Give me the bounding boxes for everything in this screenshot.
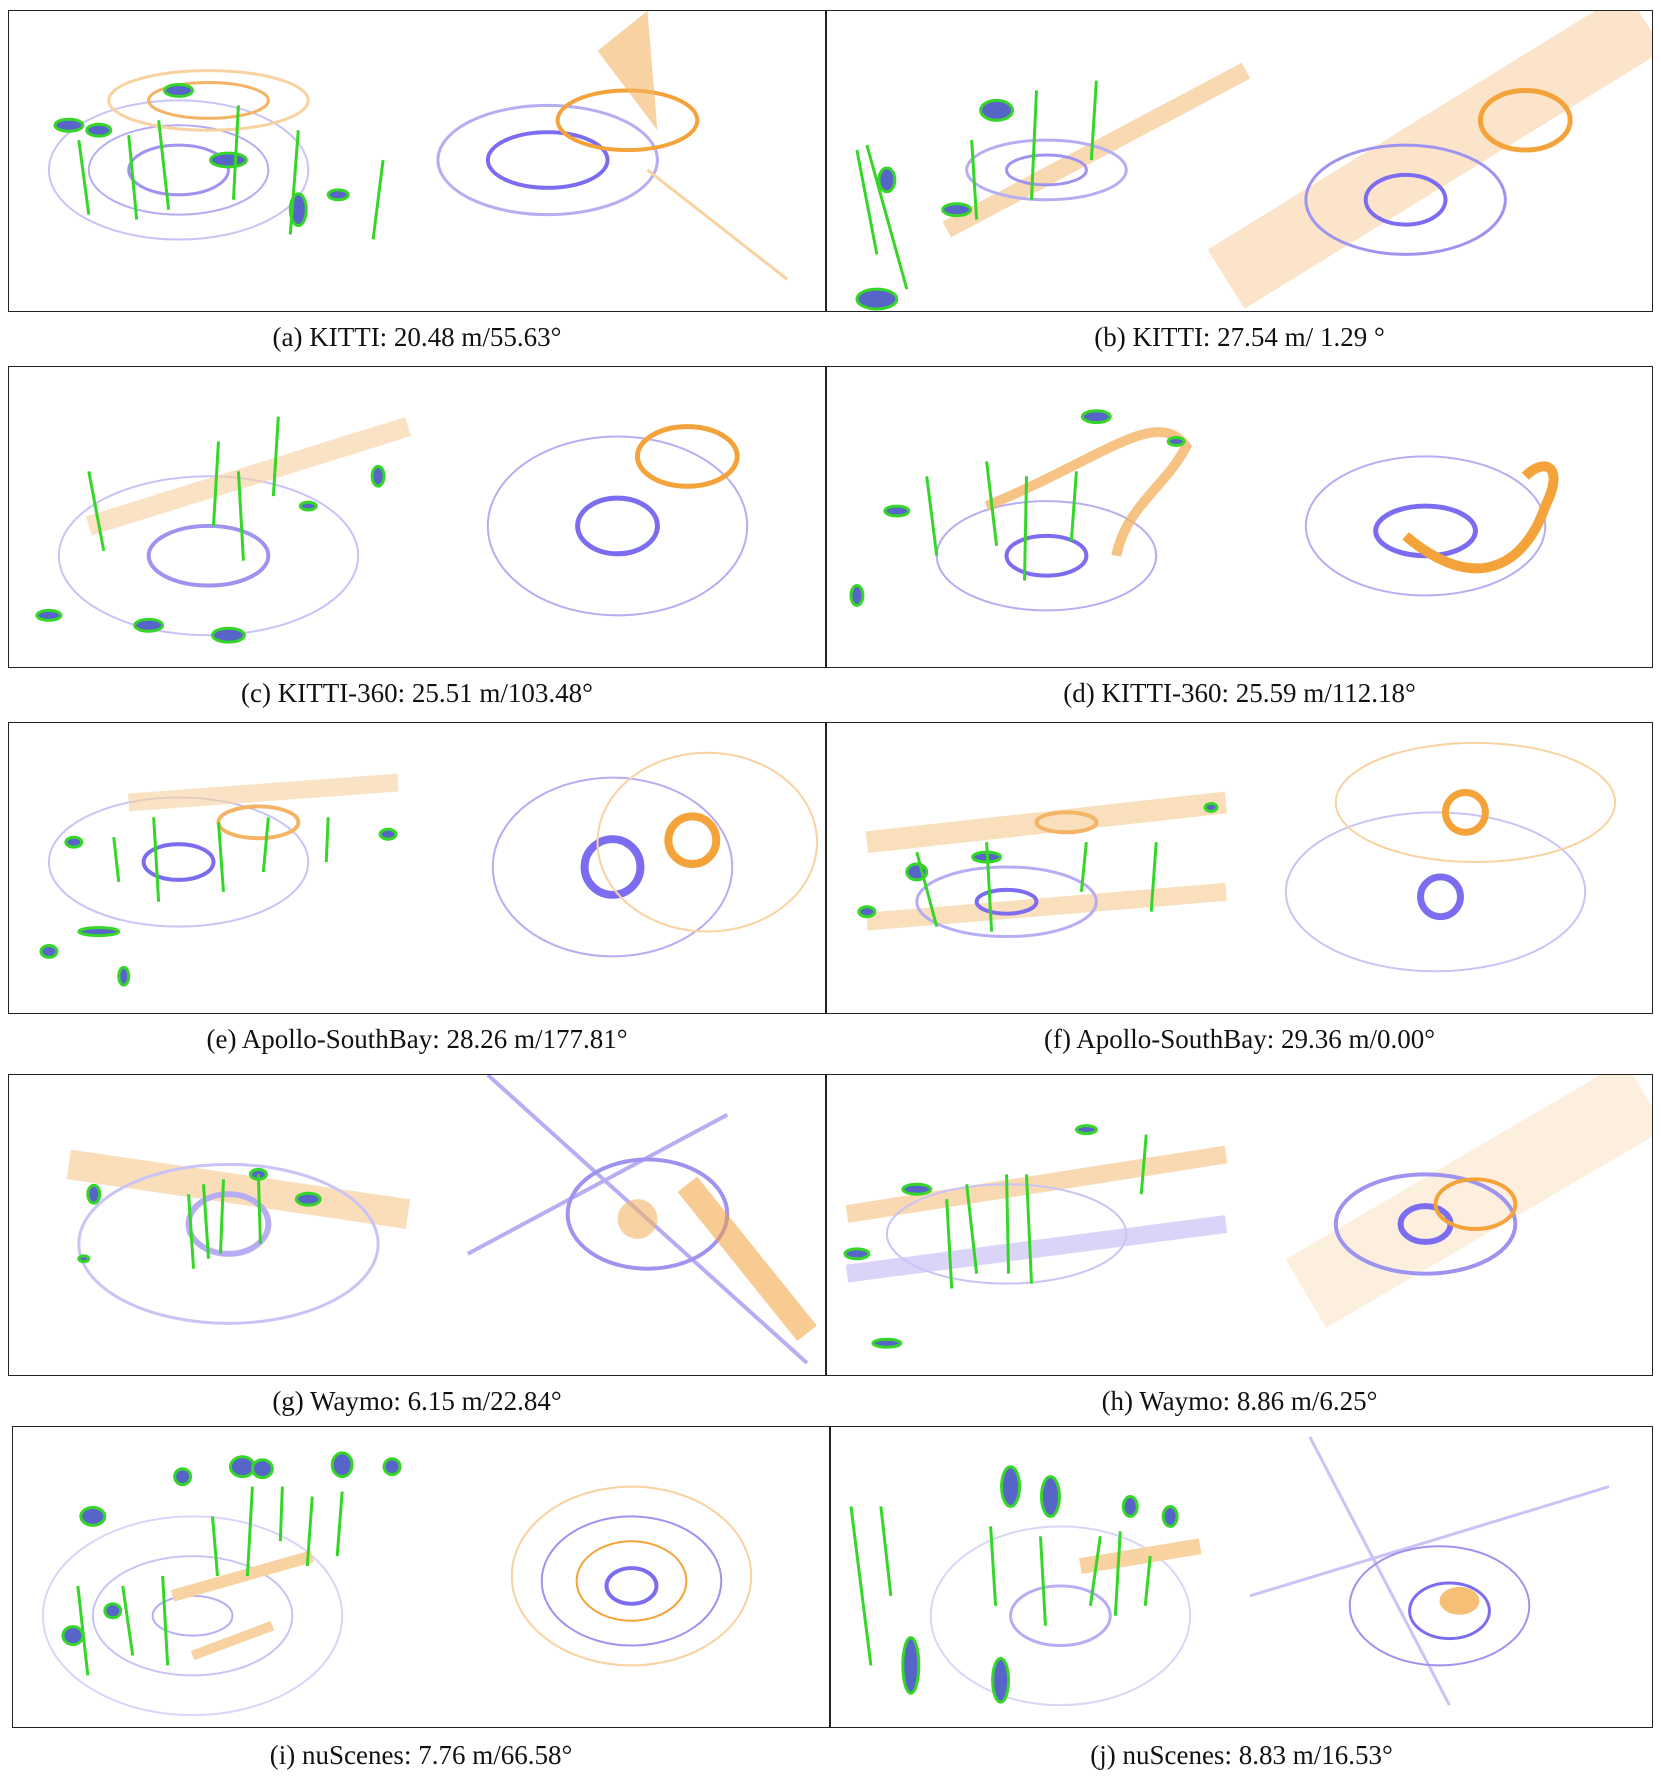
- panel-b-pointcloud-figure: [855, 11, 1652, 311]
- panel-e-pointcloud-figure: [39, 751, 819, 987]
- ellipses-and-matches: [857, 801, 1219, 932]
- panel-g-image: [8, 1074, 826, 1376]
- ellipses-and-matches: [849, 1465, 1179, 1704]
- caption-d: (d) KITTI-360: 25.59 m/112.18°: [1063, 678, 1416, 708]
- panel-i-pointcloud-figure: [41, 1451, 753, 1717]
- query-scan-pointcloud: [935, 427, 1192, 612]
- ellipses-and-matches: [35, 416, 386, 644]
- panel-d-pointcloud-figure: [849, 409, 1559, 612]
- panel-j-pointcloud-figure: [849, 1436, 1610, 1707]
- panel-c-pointcloud-figure: [35, 416, 749, 644]
- map-scan-pointcloud: [510, 1485, 753, 1667]
- caption-c: (c) KITTI-360: 25.51 m/103.48°: [241, 678, 593, 708]
- caption-a: (a) KITTI: 20.48 m/55.63°: [272, 322, 562, 352]
- ellipses-and-matches: [39, 817, 398, 987]
- query-scan-pointcloud: [47, 773, 399, 928]
- map-scan-pointcloud: [1249, 1436, 1610, 1706]
- map-scan-pointcloud: [491, 751, 819, 958]
- caption-g: (g) Waymo: 6.15 m/22.84°: [272, 1386, 562, 1416]
- map-scan-pointcloud: [1284, 741, 1617, 973]
- panel-j-image: [830, 1426, 1653, 1728]
- query-scan-pointcloud: [929, 1525, 1202, 1707]
- query-scan-pointcloud: [66, 1149, 411, 1325]
- map-scan-pointcloud: [1285, 1075, 1652, 1328]
- panel-e-image: [8, 722, 826, 1014]
- query-scan-pointcloud: [865, 791, 1228, 939]
- ellipses-and-matches: [53, 83, 385, 240]
- map-scan-pointcloud: [1207, 11, 1652, 309]
- ellipses-and-matches: [61, 1451, 402, 1676]
- ellipses-and-matches: [843, 1124, 1148, 1349]
- map-scan-pointcloud: [1304, 455, 1559, 597]
- ellipses-and-matches: [855, 80, 1098, 311]
- caption-e: (e) Apollo-SouthBay: 28.26 m/177.81°: [206, 1024, 628, 1054]
- caption-b: (b) KITTI: 27.54 m/ 1.29 °: [1094, 322, 1385, 352]
- query-scan-pointcloud: [845, 1145, 1228, 1285]
- map-scan-pointcloud: [486, 424, 749, 617]
- query-scan-pointcloud: [942, 62, 1251, 238]
- panel-f-image: [826, 722, 1653, 1014]
- query-scan-pointcloud: [47, 69, 310, 241]
- map-scan-pointcloud: [466, 1075, 817, 1365]
- caption-j: (j) nuScenes: 8.83 m/16.53°: [1090, 1740, 1393, 1770]
- panel-h-pointcloud-figure: [843, 1075, 1652, 1349]
- panel-d-image: [826, 366, 1653, 668]
- query-scan-pointcloud: [41, 1515, 344, 1717]
- ellipses-and-matches: [849, 409, 1186, 607]
- panel-h-image: [826, 1074, 1653, 1376]
- panel-a-image: [8, 10, 826, 312]
- panel-f-pointcloud-figure: [857, 741, 1617, 973]
- caption-i: (i) nuScenes: 7.76 m/66.58°: [269, 1740, 573, 1770]
- panel-i-image: [12, 1426, 830, 1728]
- panel-c-image: [8, 366, 826, 668]
- map-scan-pointcloud: [436, 11, 789, 281]
- panel-b-image: [826, 10, 1653, 312]
- query-scan-pointcloud: [57, 417, 411, 637]
- panel-g-pointcloud-figure: [66, 1075, 817, 1365]
- panel-a-pointcloud-figure: [47, 11, 789, 281]
- caption-h: (h) Waymo: 8.86 m/6.25°: [1101, 1386, 1378, 1416]
- ellipses-and-matches: [77, 1167, 322, 1269]
- caption-f: (f) Apollo-SouthBay: 29.36 m/0.00°: [1043, 1024, 1436, 1054]
